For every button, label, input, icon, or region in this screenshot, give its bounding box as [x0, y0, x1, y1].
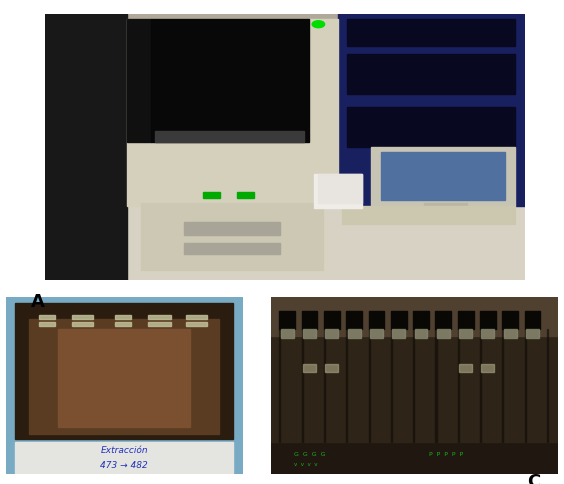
- Text: A: A: [31, 293, 45, 311]
- Bar: [186, 322, 207, 326]
- Bar: [314, 174, 362, 209]
- Bar: [525, 312, 540, 330]
- Bar: [148, 315, 171, 319]
- Bar: [391, 312, 407, 330]
- Bar: [324, 330, 325, 442]
- Bar: [72, 322, 93, 326]
- Bar: [381, 153, 505, 201]
- Bar: [413, 330, 414, 442]
- Bar: [186, 315, 207, 319]
- Bar: [503, 312, 518, 330]
- Bar: [392, 330, 405, 338]
- Bar: [184, 222, 280, 236]
- Bar: [459, 364, 472, 372]
- Bar: [39, 322, 55, 326]
- Bar: [371, 148, 515, 206]
- Bar: [415, 330, 428, 338]
- Bar: [458, 312, 474, 330]
- Bar: [342, 206, 515, 225]
- Bar: [302, 312, 318, 330]
- Bar: [72, 315, 93, 319]
- Bar: [325, 330, 338, 338]
- Bar: [303, 330, 316, 338]
- Bar: [482, 330, 495, 338]
- Bar: [271, 298, 558, 336]
- Bar: [480, 312, 496, 330]
- Bar: [435, 312, 451, 330]
- Bar: [203, 193, 220, 198]
- Bar: [15, 442, 233, 472]
- Bar: [368, 312, 384, 330]
- Bar: [346, 312, 362, 330]
- Bar: [435, 330, 437, 442]
- Bar: [325, 364, 338, 372]
- Bar: [347, 330, 360, 338]
- Bar: [503, 330, 504, 442]
- Bar: [346, 330, 347, 442]
- Bar: [324, 312, 340, 330]
- Text: Extracción: Extracción: [100, 445, 148, 454]
- Bar: [45, 15, 126, 281]
- Bar: [303, 364, 316, 372]
- Bar: [271, 330, 558, 442]
- Bar: [347, 20, 515, 46]
- Bar: [156, 132, 304, 142]
- Bar: [459, 330, 472, 338]
- Text: 473 → 482: 473 → 482: [100, 460, 148, 469]
- Bar: [302, 330, 303, 442]
- Bar: [45, 196, 525, 281]
- Bar: [347, 55, 515, 94]
- Circle shape: [312, 22, 325, 29]
- Bar: [368, 330, 369, 442]
- Bar: [184, 243, 280, 254]
- Bar: [337, 15, 525, 206]
- Bar: [347, 108, 515, 148]
- Bar: [15, 303, 233, 439]
- Bar: [458, 330, 459, 442]
- Bar: [504, 330, 517, 338]
- Bar: [413, 312, 429, 330]
- Bar: [437, 330, 450, 338]
- Bar: [318, 174, 362, 204]
- Bar: [279, 330, 280, 442]
- Bar: [480, 330, 481, 442]
- Bar: [424, 204, 467, 217]
- Bar: [391, 330, 392, 442]
- Bar: [370, 330, 383, 338]
- Bar: [114, 315, 131, 319]
- Bar: [151, 20, 309, 142]
- Bar: [482, 364, 495, 372]
- Bar: [547, 330, 548, 442]
- Bar: [279, 312, 295, 330]
- Bar: [281, 330, 294, 338]
- Bar: [29, 319, 219, 434]
- Bar: [114, 322, 131, 326]
- Text: C: C: [527, 472, 540, 484]
- Bar: [526, 330, 539, 338]
- Bar: [141, 204, 323, 270]
- Bar: [126, 20, 151, 142]
- Bar: [148, 322, 171, 326]
- Text: P  P  P  P  P: P P P P P: [429, 451, 463, 455]
- Bar: [126, 20, 337, 206]
- Bar: [237, 193, 254, 198]
- Text: G  G  G  G: G G G G: [294, 451, 325, 455]
- Bar: [39, 315, 55, 319]
- Text: v  v  v  v: v v v v: [294, 461, 317, 466]
- Bar: [525, 330, 526, 442]
- Bar: [58, 330, 191, 426]
